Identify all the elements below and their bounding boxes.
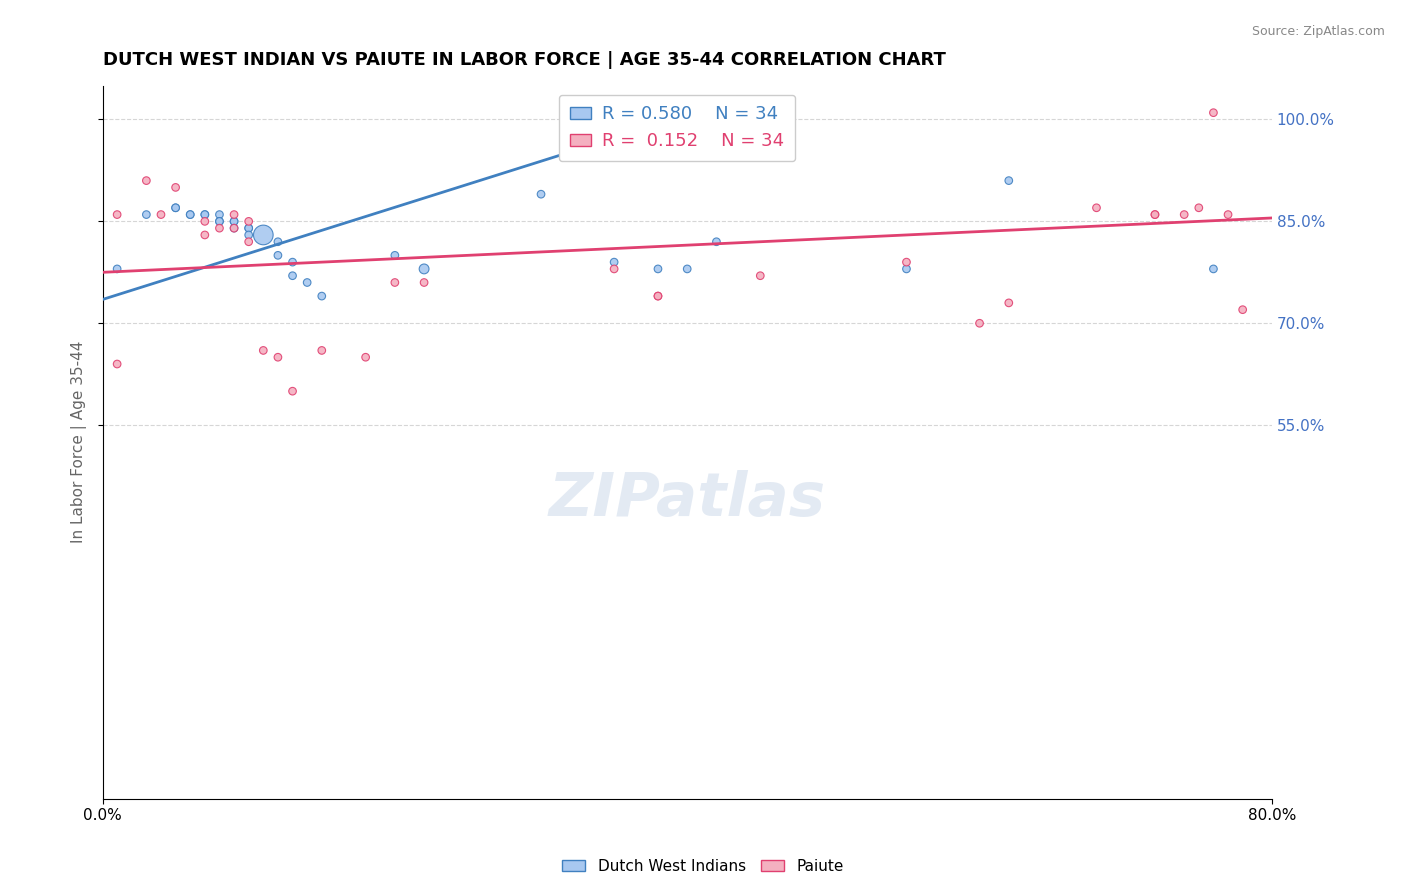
Point (603, 261, 626, 276)
Point (208, 208, 231, 222)
Point (105, 208, 128, 222)
Point (530, 187, 553, 202)
Point (1085, 201, 1108, 215)
Point (222, 214, 245, 228)
Point (295, 276, 318, 290)
Point (252, 343, 274, 358)
Legend: Dutch West Indians, Paiute: Dutch West Indians, Paiute (557, 853, 849, 880)
Point (1188, 201, 1211, 215)
Point (267, 248, 290, 262)
Point (647, 289, 669, 303)
Point (647, 261, 669, 276)
Point (222, 214, 245, 228)
Point (165, 180, 187, 194)
Text: ZIPatlas: ZIPatlas (548, 470, 825, 529)
Point (997, 173, 1019, 187)
Point (281, 255, 304, 269)
Point (267, 350, 290, 364)
Point (749, 268, 772, 283)
Point (105, 261, 128, 276)
Point (165, 201, 187, 215)
Y-axis label: In Labor Force | Age 35-44: In Labor Force | Age 35-44 (72, 341, 87, 543)
Point (896, 261, 918, 276)
Point (238, 235, 260, 249)
Point (222, 208, 245, 222)
Point (194, 214, 217, 228)
Point (135, 173, 157, 187)
Point (252, 227, 274, 242)
Point (281, 268, 304, 283)
Point (238, 227, 260, 242)
Point (222, 221, 245, 235)
Point (105, 357, 128, 371)
Point (281, 384, 304, 399)
Point (1202, 105, 1225, 120)
Point (311, 289, 333, 303)
Point (208, 221, 231, 235)
Point (267, 235, 290, 249)
Point (1232, 302, 1254, 317)
Point (384, 276, 406, 290)
Point (1202, 261, 1225, 276)
Point (179, 208, 201, 222)
Point (969, 316, 991, 330)
Point (238, 221, 260, 235)
Point (647, 289, 669, 303)
Point (135, 208, 157, 222)
Point (194, 208, 217, 222)
Point (238, 214, 260, 228)
Point (384, 248, 406, 262)
Point (354, 350, 377, 364)
Point (165, 201, 187, 215)
Point (896, 255, 918, 269)
Text: DUTCH WEST INDIAN VS PAIUTE IN LABOR FORCE | AGE 35-44 CORRELATION CHART: DUTCH WEST INDIAN VS PAIUTE IN LABOR FOR… (103, 51, 945, 69)
Point (194, 227, 217, 242)
Point (1173, 208, 1195, 222)
Legend: R = 0.580    N = 34, R =  0.152    N = 34: R = 0.580 N = 34, R = 0.152 N = 34 (558, 95, 796, 161)
Point (179, 208, 201, 222)
Point (238, 221, 260, 235)
Point (413, 276, 436, 290)
Point (149, 208, 172, 222)
Point (1143, 208, 1166, 222)
Point (413, 261, 436, 276)
Point (1216, 208, 1239, 222)
Point (222, 221, 245, 235)
Point (706, 235, 728, 249)
Point (997, 296, 1019, 310)
Point (676, 261, 699, 276)
Text: Source: ZipAtlas.com: Source: ZipAtlas.com (1251, 25, 1385, 38)
Point (194, 208, 217, 222)
Point (1143, 208, 1166, 222)
Point (603, 255, 626, 269)
Point (311, 343, 333, 358)
Point (208, 214, 231, 228)
Point (208, 214, 231, 228)
